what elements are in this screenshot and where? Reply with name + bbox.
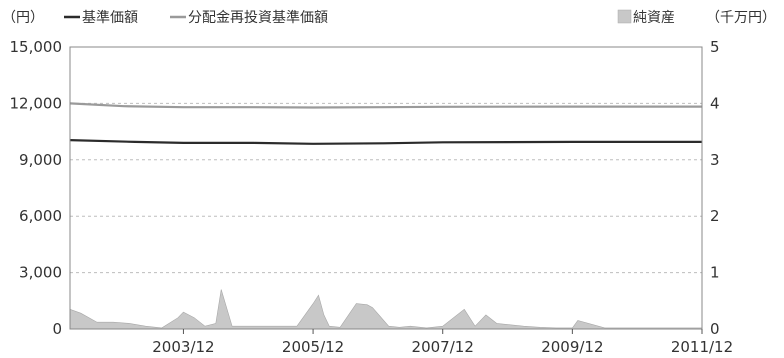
- nav-line: [69, 139, 702, 145]
- x-tick-label: 2003/12: [152, 338, 214, 356]
- y-left-tick-label: 3,000: [19, 264, 62, 282]
- y-right-tick-label: 2: [710, 207, 720, 225]
- x-tick-label: 2011/12: [671, 338, 733, 356]
- legend-area-label: 純資産: [633, 10, 675, 26]
- legend-reinvest-label: 分配金再投資基準価額: [188, 9, 328, 26]
- right-unit-label: （千万円）: [706, 10, 776, 26]
- x-tick-label: 2005/12: [282, 338, 344, 356]
- plot-frame: [69, 46, 703, 330]
- reinvest-nav-line: [69, 102, 702, 109]
- y-left-tick-label: 12,000: [10, 94, 63, 112]
- y-left-tick-label: 6,000: [19, 207, 62, 225]
- legend-nav-label: 基準価額: [82, 9, 138, 26]
- legend-area-swatch: [617, 9, 632, 24]
- y-left-tick-label: 0: [52, 320, 62, 338]
- x-tick-label: 2007/12: [412, 338, 474, 356]
- y-left-tick-label: 15,000: [10, 38, 63, 56]
- series-lines-layer: [69, 102, 702, 145]
- left-unit-label: （円）: [2, 10, 44, 26]
- net-assets-area: [69, 289, 703, 330]
- tick-labels: 0 0 3,000 1 6,000 2 9,000 3 12,000 4 15,000 5 2003/1…: [10, 38, 734, 356]
- grid: [70, 102, 702, 274]
- y-right-tick-label: 1: [710, 264, 720, 282]
- y-right-tick-label: 3: [710, 151, 720, 169]
- y-right-tick-label: 5: [710, 38, 720, 56]
- net-assets-area-layer: [69, 289, 703, 330]
- y-right-tick-label: 0: [710, 320, 720, 338]
- x-tick-label: 2009/12: [541, 338, 603, 356]
- y-right-tick-label: 4: [710, 94, 720, 112]
- y-left-tick-label: 9,000: [19, 151, 62, 169]
